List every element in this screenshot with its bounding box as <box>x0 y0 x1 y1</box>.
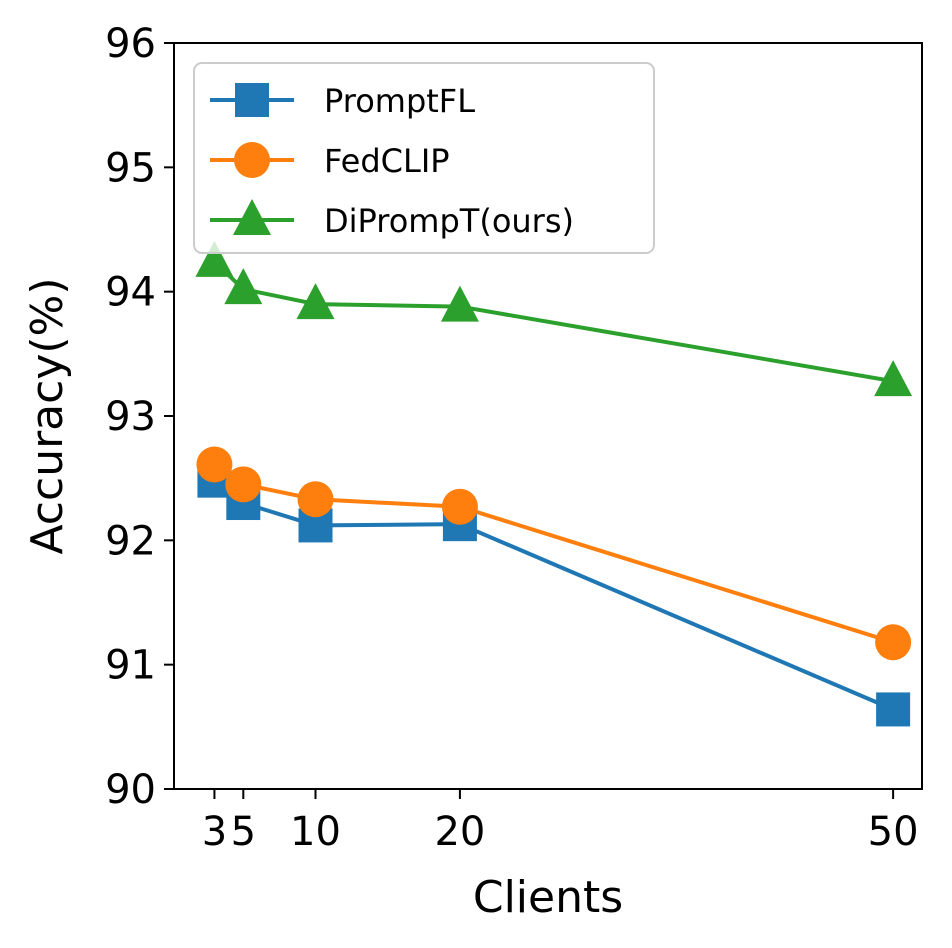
data-point-1-4 <box>875 624 912 661</box>
y-axis: 90 91 92 93 94 95 96 <box>105 21 174 813</box>
x-axis-label: Clients <box>473 872 623 923</box>
x-tick-label-20: 20 <box>434 809 485 855</box>
data-point-2-0 <box>195 240 234 277</box>
y-tick-label-95: 95 <box>105 145 156 191</box>
y-tick-label-91: 91 <box>105 643 156 689</box>
data-point-1-0 <box>196 446 233 483</box>
data-point-1-2 <box>297 481 334 518</box>
x-tick-label-5: 5 <box>231 809 256 855</box>
x-tick-label-50: 50 <box>868 809 919 855</box>
y-tick-label-96: 96 <box>105 21 156 67</box>
legend-label-0: PromptFL <box>324 82 475 120</box>
data-point-1-1 <box>225 466 262 503</box>
legend-marker-0 <box>235 83 269 117</box>
legend-label-1: FedCLIP <box>324 142 450 180</box>
x-tick-label-3: 3 <box>202 809 227 855</box>
y-tick-label-93: 93 <box>105 394 156 440</box>
series-layer <box>195 240 913 727</box>
data-point-1-3 <box>441 488 478 525</box>
legend-item-1: FedCLIP <box>210 142 450 180</box>
x-axis: 3 5 10 20 50 <box>202 789 919 855</box>
data-point-0-4 <box>876 692 911 727</box>
y-tick-label-94: 94 <box>105 270 156 316</box>
y-axis-label: Accuracy(%) <box>22 277 73 554</box>
data-point-2-1 <box>224 268 263 305</box>
legend: PromptFL FedCLIP DiPrompT(ours) <box>193 62 655 254</box>
x-tick-label-10: 10 <box>290 809 341 855</box>
legend-marker-1 <box>234 142 270 178</box>
data-point-2-2 <box>296 283 335 320</box>
y-tick-label-90: 90 <box>105 767 156 813</box>
data-point-2-3 <box>440 285 479 322</box>
legend-label-2: DiPrompT(ours) <box>324 202 574 240</box>
series-1 <box>196 446 912 661</box>
data-point-2-4 <box>874 360 913 397</box>
legend-marker-2 <box>233 199 271 235</box>
legend-box <box>193 62 655 254</box>
y-tick-label-92: 92 <box>105 518 156 564</box>
legend-item-2: DiPrompT(ours) <box>210 199 574 240</box>
legend-item-0: PromptFL <box>210 82 475 120</box>
series-2 <box>195 240 913 397</box>
